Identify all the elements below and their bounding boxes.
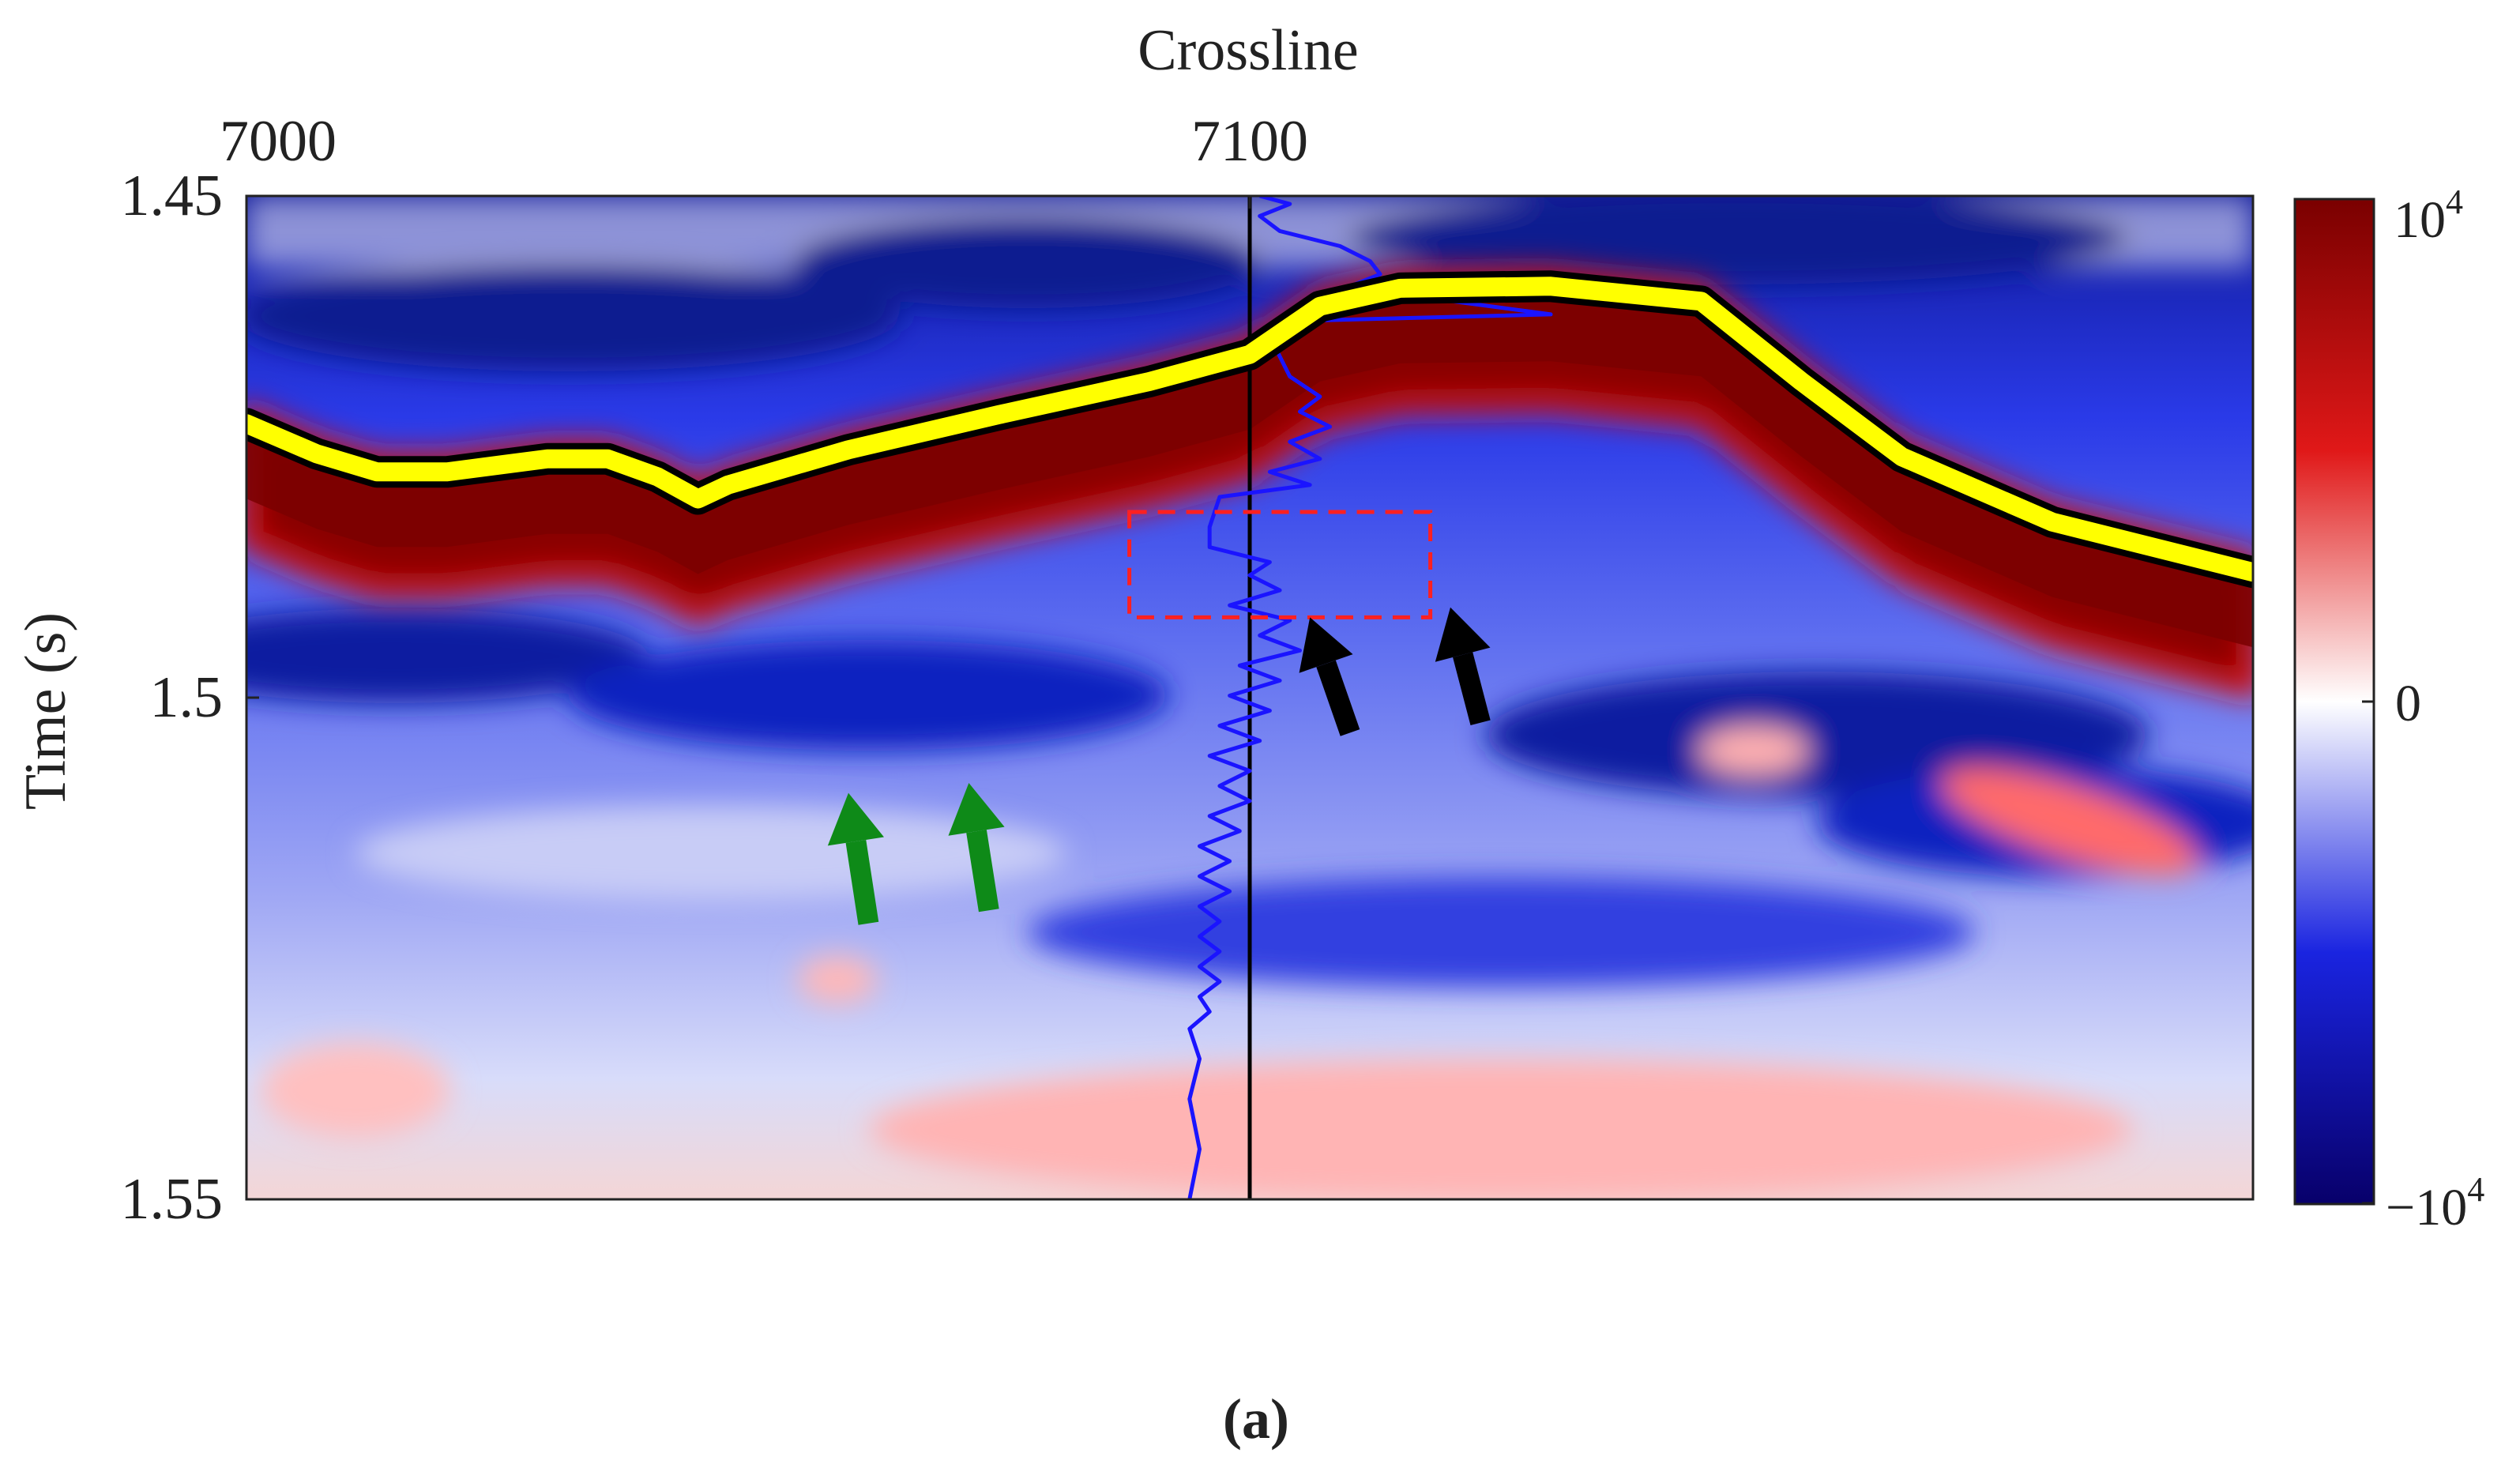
seismic-section-heatmap — [246, 196, 2253, 1199]
black-arrow-2 — [1435, 607, 1491, 726]
x-tick-label: 7100 — [1191, 109, 1308, 174]
colorbar-label-top: 104 — [2394, 183, 2463, 249]
colorbar: 104 0 −104 — [2293, 183, 2484, 1236]
y-tick-label: 1.45 — [121, 164, 224, 228]
black-arrow-1 — [1299, 617, 1360, 736]
x-axis-label: Crossline — [1138, 18, 1359, 83]
annotation-arrows — [827, 607, 1491, 925]
highlight-box — [1127, 510, 1433, 619]
colorbar-label-bottom: −104 — [2386, 1170, 2484, 1236]
section-texture — [246, 196, 2253, 1199]
y-tick-label: 1.55 — [121, 1167, 224, 1232]
y-tick-label: 1.5 — [150, 665, 224, 730]
y-axis-ticks: 1.45 1.5 1.55 — [121, 164, 259, 1232]
x-tick-label: 7000 — [220, 109, 337, 174]
y-axis-label: Time (s) — [13, 612, 78, 810]
colorbar-scale — [2293, 198, 2375, 1206]
green-arrow-1 — [827, 792, 885, 925]
figure-caption: (a) — [1223, 1387, 1289, 1451]
positive-amplitude-band-core — [246, 294, 2253, 648]
green-arrow-2 — [948, 782, 1005, 913]
interpreted-horizon — [246, 277, 2253, 582]
colorbar-label-mid: 0 — [2395, 675, 2421, 732]
x-axis-ticks: 7000 7100 — [220, 109, 1308, 209]
